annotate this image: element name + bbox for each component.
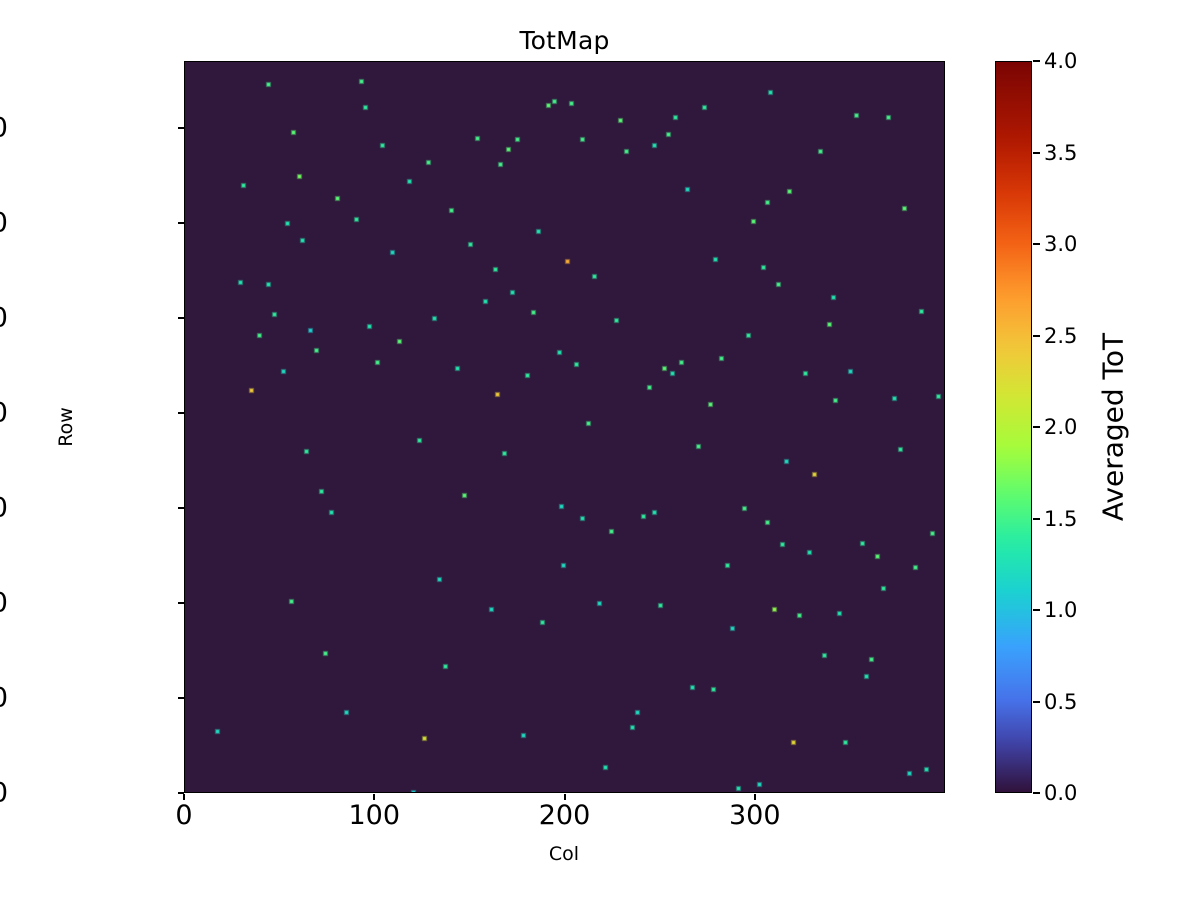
colorbar-tick-mark bbox=[1033, 700, 1040, 703]
colorbar-tick-mark bbox=[1033, 243, 1040, 245]
y-tick-label: 200 bbox=[0, 397, 8, 428]
colorbar-tick-label: 2.5 bbox=[1044, 323, 1078, 348]
colorbar-tick-mark bbox=[1033, 517, 1040, 520]
y-tick-label: 150 bbox=[0, 492, 8, 523]
heatmap-plot-area bbox=[184, 61, 945, 793]
y-tick-mark bbox=[178, 221, 184, 224]
x-tick-mark bbox=[373, 794, 376, 800]
y-axis-label: Row bbox=[55, 407, 77, 447]
x-tick-mark bbox=[183, 794, 185, 800]
colorbar-tick-mark bbox=[1033, 609, 1040, 611]
y-tick-mark bbox=[178, 411, 184, 414]
colorbar-tick-label: 0.0 bbox=[1044, 781, 1078, 805]
x-tick-label: 200 bbox=[538, 800, 591, 831]
y-tick-label: 250 bbox=[0, 302, 8, 333]
x-tick-label: 0 bbox=[175, 800, 193, 831]
y-tick-mark bbox=[178, 316, 184, 319]
colorbar-tick-label: 2.0 bbox=[1044, 415, 1078, 439]
colorbar-tick-mark bbox=[1033, 151, 1040, 154]
heatmap-canvas bbox=[185, 62, 944, 792]
colorbar-tick-label: 1.0 bbox=[1044, 598, 1078, 622]
x-tick-mark bbox=[563, 794, 566, 800]
colorbar-tick-mark bbox=[1033, 334, 1040, 337]
colorbar-label: Averaged ToT bbox=[1096, 332, 1130, 522]
y-tick-mark bbox=[178, 696, 184, 699]
y-tick-label: 100 bbox=[0, 587, 8, 618]
chart-title: TotMap bbox=[519, 26, 610, 55]
y-tick-label: 300 bbox=[0, 207, 8, 238]
x-tick-label: 300 bbox=[728, 800, 781, 831]
x-tick-label: 100 bbox=[348, 800, 401, 831]
y-tick-label: 350 bbox=[0, 112, 8, 143]
y-tick-label: 0 bbox=[0, 778, 8, 809]
colorbar-tick-label: 3.0 bbox=[1044, 232, 1078, 256]
colorbar-tick-mark bbox=[1033, 426, 1040, 428]
y-tick-mark bbox=[178, 792, 184, 794]
y-tick-mark bbox=[178, 126, 184, 129]
colorbar-tick-mark bbox=[1033, 792, 1040, 794]
colorbar-gradient bbox=[996, 62, 1031, 792]
y-tick-mark bbox=[178, 601, 184, 604]
colorbar bbox=[995, 61, 1032, 793]
colorbar-tick-mark bbox=[1033, 60, 1040, 62]
y-tick-label: 50 bbox=[0, 682, 8, 713]
colorbar-tick-label: 3.5 bbox=[1044, 140, 1078, 165]
colorbar-tick-label: 4.0 bbox=[1044, 49, 1078, 73]
x-tick-mark bbox=[753, 794, 756, 800]
x-axis-label: Col bbox=[548, 843, 580, 865]
colorbar-tick-label: 0.5 bbox=[1044, 689, 1078, 714]
colorbar-tick-label: 1.5 bbox=[1044, 506, 1078, 531]
y-tick-mark bbox=[178, 506, 184, 509]
